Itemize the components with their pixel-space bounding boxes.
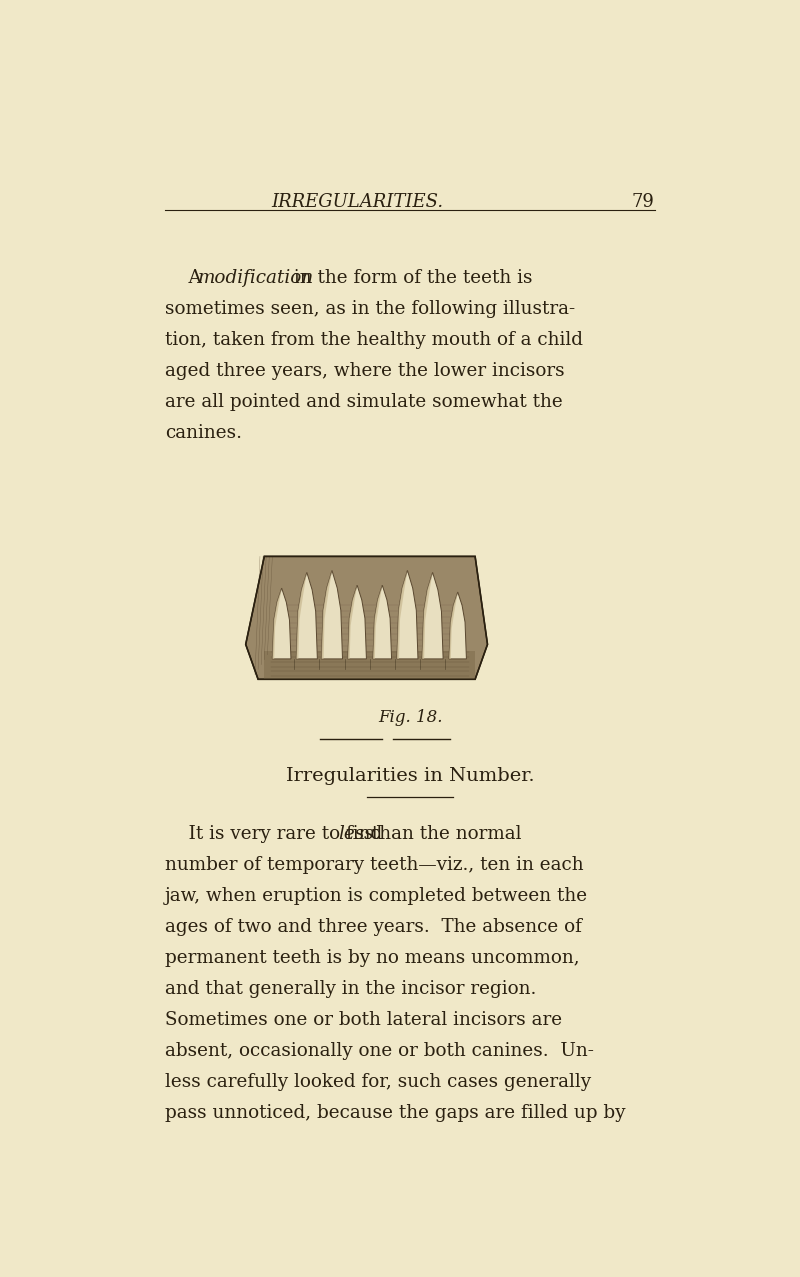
Polygon shape — [246, 557, 487, 679]
Polygon shape — [397, 571, 418, 659]
Text: canines.: canines. — [165, 424, 242, 442]
Polygon shape — [322, 571, 342, 659]
Text: less: less — [338, 825, 374, 843]
Text: modification: modification — [198, 269, 314, 287]
Polygon shape — [449, 593, 466, 659]
Text: Irregularities in Number.: Irregularities in Number. — [286, 766, 534, 785]
Text: than the normal: than the normal — [366, 825, 521, 843]
Polygon shape — [272, 589, 291, 659]
Text: A: A — [165, 269, 208, 287]
Polygon shape — [264, 651, 475, 679]
Text: Fig. 18.: Fig. 18. — [378, 709, 442, 725]
Polygon shape — [272, 589, 282, 659]
Text: IRREGULARITIES.: IRREGULARITIES. — [271, 193, 443, 211]
Text: number of temporary teeth—viz., ten in each: number of temporary teeth—viz., ten in e… — [165, 856, 584, 873]
Text: are all pointed and simulate somewhat the: are all pointed and simulate somewhat th… — [165, 393, 563, 411]
Text: permanent teeth is by no means uncommon,: permanent teeth is by no means uncommon, — [165, 949, 580, 967]
Text: jaw, when eruption is completed between the: jaw, when eruption is completed between … — [165, 886, 588, 905]
Text: sometimes seen, as in the following illustra-: sometimes seen, as in the following illu… — [165, 300, 575, 318]
Polygon shape — [296, 572, 318, 659]
Text: in the form of the teeth is: in the form of the teeth is — [288, 269, 533, 287]
Polygon shape — [348, 585, 357, 659]
Text: and that generally in the incisor region.: and that generally in the incisor region… — [165, 979, 537, 997]
Polygon shape — [373, 585, 382, 659]
Polygon shape — [296, 572, 307, 659]
Text: absent, occasionally one or both canines.  Un-: absent, occasionally one or both canines… — [165, 1042, 594, 1060]
Text: Sometimes one or both lateral incisors are: Sometimes one or both lateral incisors a… — [165, 1010, 562, 1029]
Polygon shape — [322, 571, 332, 659]
Polygon shape — [449, 593, 458, 659]
Text: aged three years, where the lower incisors: aged three years, where the lower inciso… — [165, 363, 565, 381]
Text: ages of two and three years.  The absence of: ages of two and three years. The absence… — [165, 918, 582, 936]
Text: pass unnoticed, because the gaps are filled up by: pass unnoticed, because the gaps are fil… — [165, 1103, 626, 1121]
Text: It is very rare to find: It is very rare to find — [165, 825, 388, 843]
Polygon shape — [397, 571, 407, 659]
Text: 79: 79 — [631, 193, 654, 211]
Polygon shape — [348, 585, 366, 659]
Polygon shape — [422, 572, 433, 659]
Text: tion, taken from the healthy mouth of a child: tion, taken from the healthy mouth of a … — [165, 331, 583, 349]
Polygon shape — [373, 585, 391, 659]
Polygon shape — [422, 572, 443, 659]
Text: less carefully looked for, such cases generally: less carefully looked for, such cases ge… — [165, 1073, 591, 1091]
